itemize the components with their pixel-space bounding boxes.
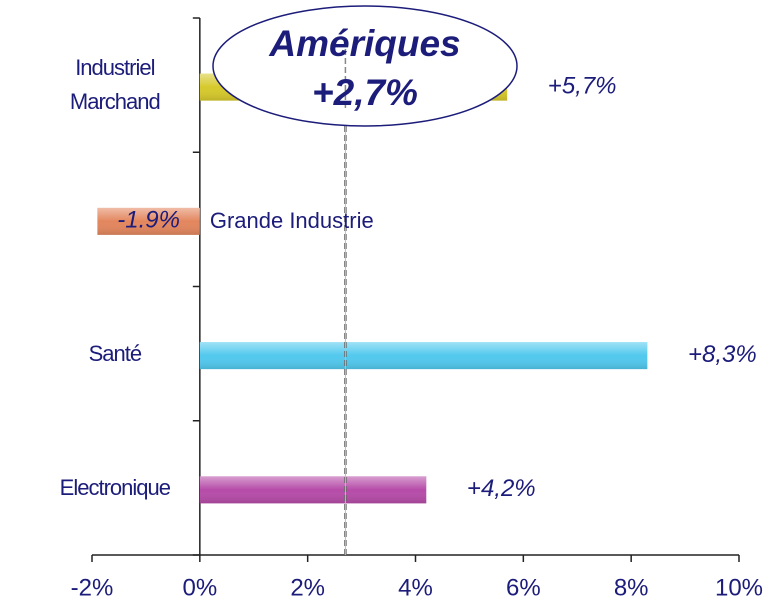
x-tick-label: -2% <box>71 574 114 601</box>
x-tick-label: 4% <box>398 574 433 601</box>
category-label: Electronique <box>59 474 171 500</box>
category-label: Grande Industrie <box>209 208 374 234</box>
value-label: -1.9% <box>117 207 180 234</box>
reference-label: +2,7% <box>312 72 418 113</box>
x-tick-label: 6% <box>506 574 541 601</box>
value-label: +4,2% <box>467 475 536 502</box>
bar-shine <box>199 476 427 504</box>
x-tick-label: 8% <box>614 574 649 601</box>
x-tick-label: 2% <box>290 574 325 601</box>
reference-bubble <box>212 5 518 127</box>
bar-shine <box>97 207 200 235</box>
reference-name: Amériques <box>268 23 460 64</box>
bar-shine <box>199 342 648 370</box>
value-label: +8,3% <box>688 341 757 368</box>
x-tick-label: 0% <box>182 574 217 601</box>
x-tick-label: 10% <box>715 574 763 601</box>
category-label: Santé <box>88 340 143 366</box>
value-label: +5,7% <box>548 72 617 99</box>
category-label: Industriel Marchand <box>69 55 161 115</box>
